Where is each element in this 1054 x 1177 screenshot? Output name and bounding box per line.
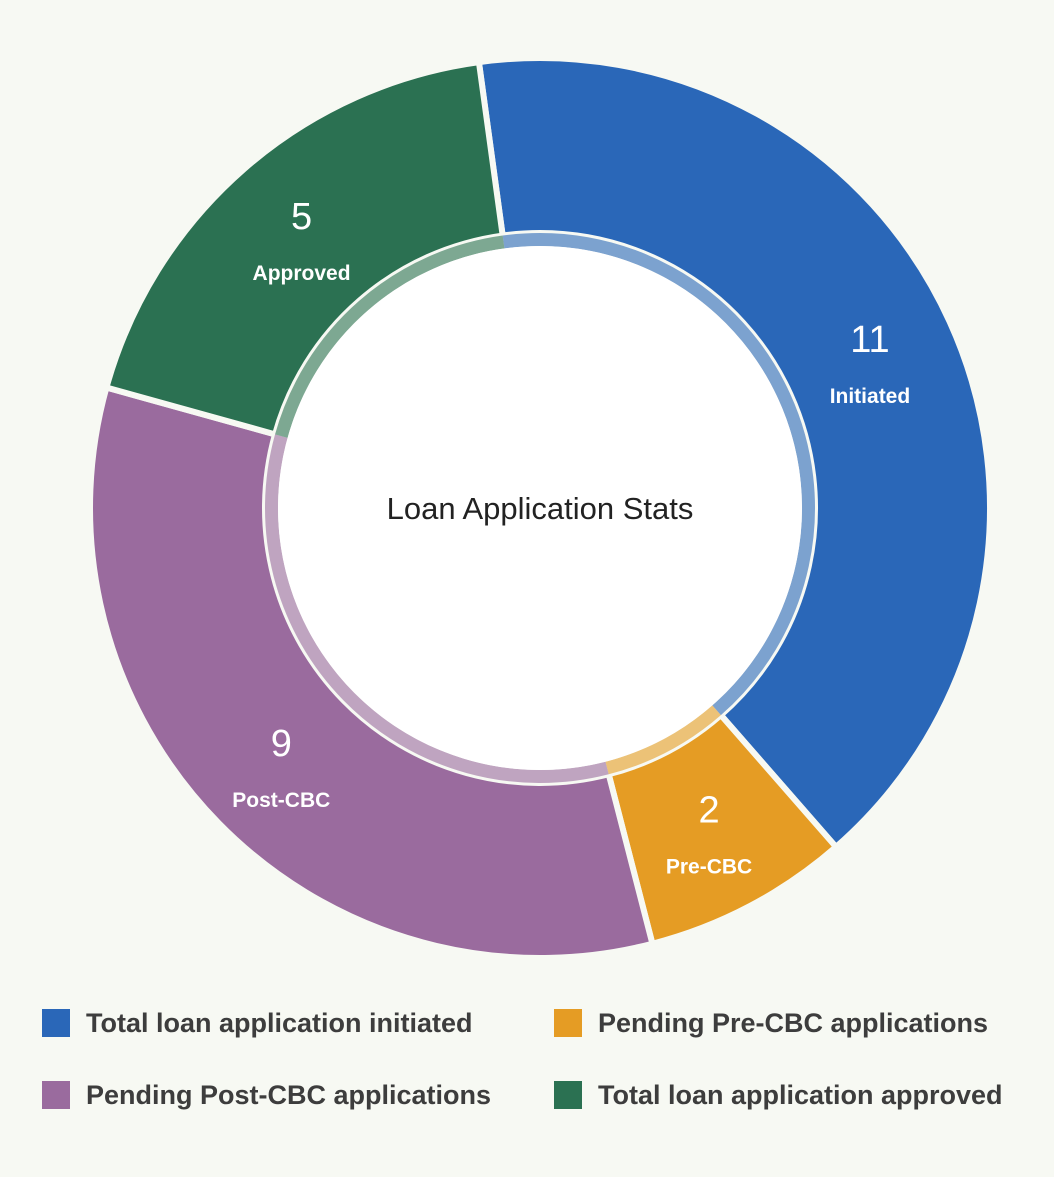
slice-value-label: 2: [698, 790, 719, 832]
donut-chart: Loan Application Stats 11 Initiated 2 Pre-C…: [87, 55, 993, 961]
legend-item-initiated[interactable]: Total loan application initiated: [42, 1008, 554, 1038]
legend-swatch: [554, 1081, 582, 1109]
slice-inner-band: [502, 233, 815, 716]
chart-legend: Total loan application initiated Pending…: [42, 1008, 1042, 1110]
chart-title: Loan Application Stats: [387, 491, 694, 526]
slice-inner-band: [605, 705, 721, 775]
legend-label: Total loan application initiated: [86, 1007, 473, 1038]
legend-swatch: [42, 1009, 70, 1037]
legend-item-post-cbc[interactable]: Pending Post-CBC applications: [42, 1080, 554, 1110]
slice-category-label: Pre-CBC: [666, 856, 752, 879]
slice-value-label: 5: [291, 196, 312, 238]
legend-swatch: [554, 1009, 582, 1037]
legend-swatch: [42, 1081, 70, 1109]
slice-value-label: 11: [850, 319, 889, 361]
legend-label: Pending Post-CBC applications: [86, 1079, 492, 1110]
slice-value-label: 9: [271, 723, 292, 765]
slice-inner-band: [275, 235, 505, 438]
legend-item-pre-cbc[interactable]: Pending Pre-CBC applications: [554, 1008, 1042, 1038]
donut-slices: [87, 55, 993, 961]
legend-label: Total loan application approved: [598, 1079, 1003, 1110]
legend-item-approved[interactable]: Total loan application approved: [554, 1080, 1042, 1110]
slice-inner-band: [265, 434, 609, 783]
donut-hole: [278, 246, 802, 770]
slice-category-label: Post-CBC: [232, 789, 330, 812]
slice-category-label: Approved: [253, 262, 351, 285]
slice-category-label: Initiated: [830, 385, 911, 408]
donut-inner-ring: [265, 233, 815, 783]
slice-labels: 11 Initiated 2 Pre-CBC 9 Post-CBC 5 Approved: [232, 196, 910, 879]
legend-label: Pending Pre-CBC applications: [598, 1007, 989, 1038]
